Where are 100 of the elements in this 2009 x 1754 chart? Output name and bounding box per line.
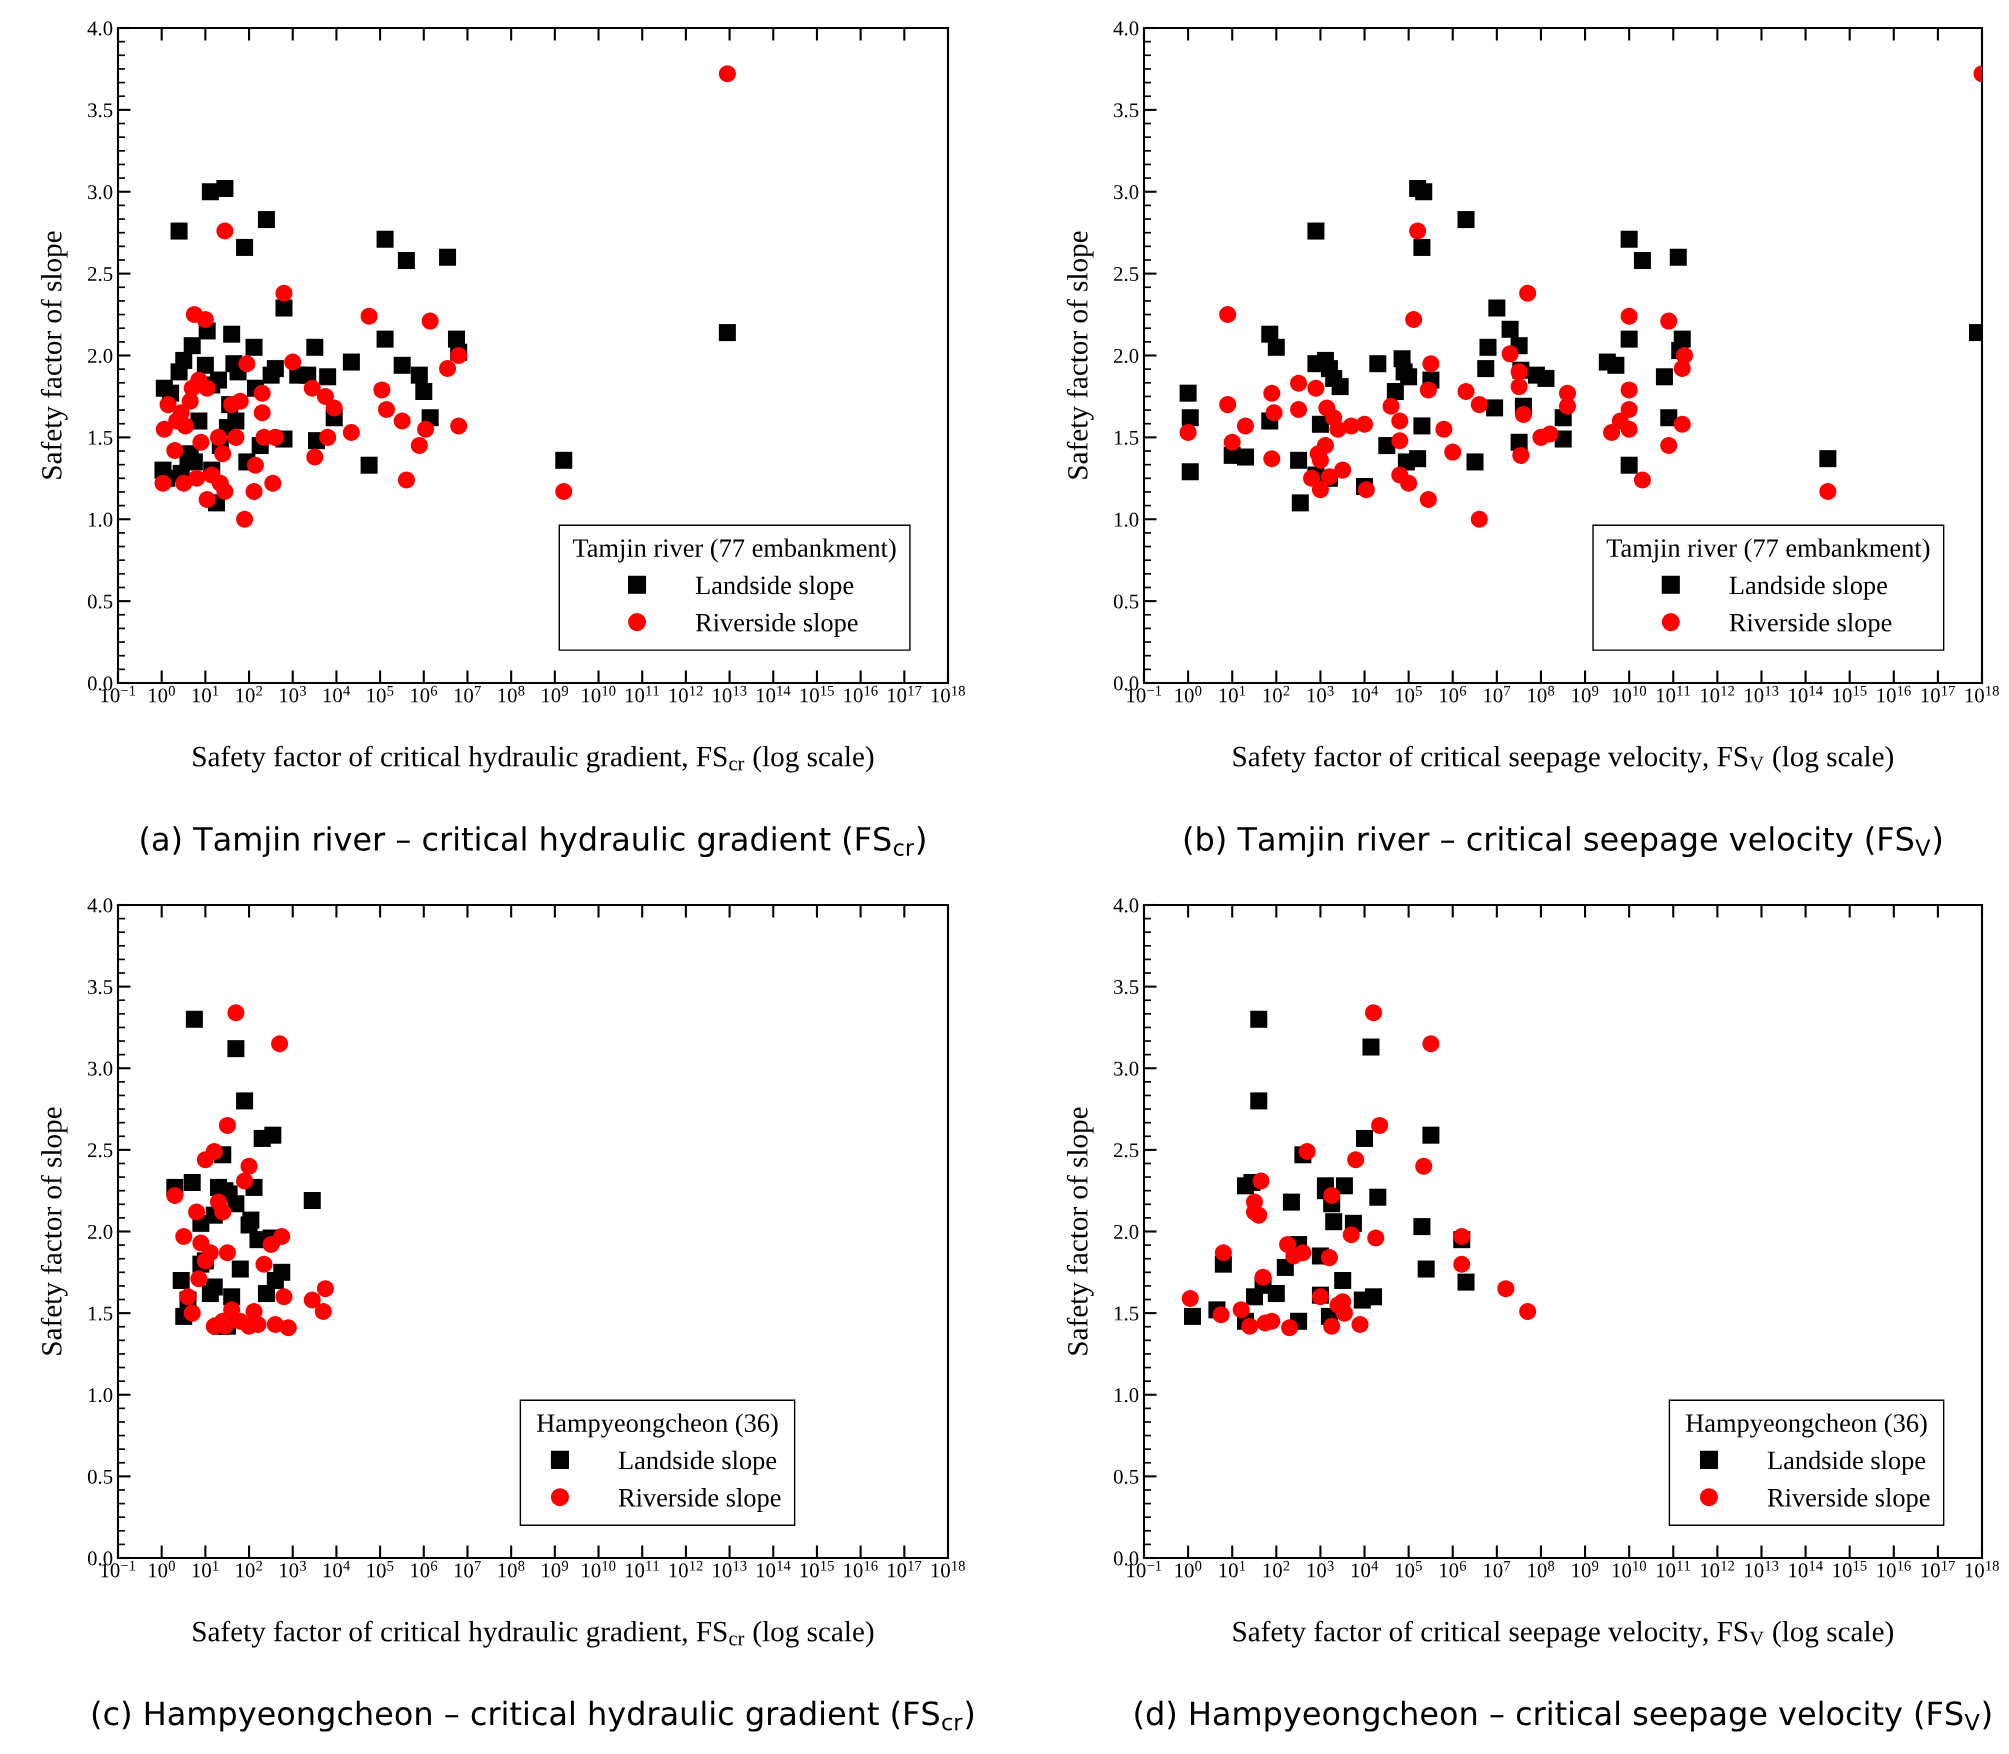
x-tick-label: 10$^{17}$	[1921, 1560, 1955, 1578]
y-axis-title: Safety factor of slope	[40, 231, 68, 479]
y-tick-label: 2.0	[88, 348, 113, 364]
x-tick-label: 10$^{8}$	[498, 685, 525, 703]
x-tick-label: 10$^{5}$	[367, 686, 394, 703]
legend-title: Hampyeongcheon (36)	[1686, 1413, 1927, 1438]
x-tick-label: 10$^{6}$	[411, 685, 438, 703]
y-tick-label: 4.0	[87, 21, 113, 36]
x-tick-label: 10$^{14}$	[1789, 1560, 1823, 1578]
legend-title: Tamjin river (77 embankment)	[572, 538, 896, 563]
y-tick-label: 2.0	[1114, 1224, 1139, 1240]
y-tick-label: 3.5	[1114, 980, 1139, 995]
x-tick-label: 10$^{7}$	[454, 686, 481, 703]
x-tick-label: 10$^{11}$	[1656, 1560, 1690, 1578]
x-tick-label: 10$^{5}$	[1395, 686, 1422, 703]
y-tick-label: 2.0	[88, 1224, 113, 1240]
legend-label: Riverside slope	[618, 1488, 781, 1513]
x-tick-label: 10$^{7}$	[454, 1561, 481, 1578]
x-tick-label: 10$^{18}$	[931, 685, 965, 703]
x-tick-label: 10$^{1}$	[1219, 685, 1246, 703]
x-tick-label: 10$^{18}$	[1965, 685, 1999, 703]
x-tick-label: 10$^{10}$	[582, 1560, 616, 1578]
y-tick-label: 4.0	[1113, 898, 1139, 913]
x-tick-label: 10$^{12}$	[1701, 685, 1735, 703]
x-tick-label: 10$^{13}$	[1745, 1560, 1779, 1578]
text: (a) Tamjin river – critical hydraulic gradient (FS$_{cr}$)	[141, 826, 925, 858]
y-tick-label: 3.0	[1114, 1061, 1139, 1076]
x-tick-label: 10$^{16}$	[844, 1560, 878, 1578]
legend-title: Tamjin river (77 embankment)	[1606, 538, 1930, 563]
x-tick-label: 10$^{16}$	[1877, 1560, 1911, 1578]
x-tick-label: 10$^{12}$	[1701, 1560, 1735, 1578]
x-tick-label: 10$^{9}$	[542, 685, 569, 703]
legend-label: Landside slope	[1767, 1450, 1926, 1475]
y-tick-label: 3.0	[88, 185, 113, 200]
x-tick-label: 10$^{11}$	[1656, 685, 1690, 703]
text: (c) Hampyeongcheon – critical hydraulic gradient (FS$_{cr}$)	[92, 1700, 974, 1732]
x-tick-label: 10$^{15}$	[1833, 1560, 1867, 1578]
x-tick-label: 10$^{17}$	[888, 1560, 922, 1578]
x-tick-label: 10$^{10}$	[1612, 685, 1647, 703]
x-tick-label: 10$^{3}$	[1307, 685, 1334, 703]
x-tick-label: 10$^{9}$	[1572, 1560, 1599, 1578]
legend-label: Landside slope	[1729, 575, 1887, 600]
y-tick-label: 1.5	[88, 1306, 113, 1321]
x-tick-label: 10$^{9}$	[1572, 685, 1599, 703]
y-tick-label: 4.0	[1113, 21, 1139, 36]
y-tick-label: 0.5	[87, 594, 113, 609]
legend-label: Riverside slope	[1729, 613, 1892, 637]
x-tick-label: 10$^{0}$	[149, 1560, 175, 1578]
x-tick-label: 10$^{8}$	[1528, 685, 1555, 703]
x-tick-label: 10$^{7}$	[1484, 686, 1511, 703]
x-tick-label: 10$^{13}$	[713, 685, 747, 703]
x-tick-label: 10$^{12}$	[669, 685, 703, 703]
x-tick-label: 10$^{3}$	[1307, 1560, 1334, 1578]
x-tick-label: 10$^{2}$	[1263, 1560, 1290, 1578]
x-tick-label: 10$^{4}$	[1351, 1560, 1379, 1578]
y-tick-label: 4.0	[87, 898, 113, 913]
x-tick-label: 10$^{8}$	[1528, 1560, 1555, 1578]
x-tick-label: 10$^{14}$	[756, 685, 791, 703]
x-tick-label: 10$^{11}$	[625, 685, 659, 703]
x-tick-label: 10$^{1}$	[1219, 1560, 1246, 1578]
y-tick-label: 3.0	[1114, 185, 1139, 200]
y-tick-label: 0.5	[1113, 594, 1139, 609]
y-tick-label: 2.5	[88, 1143, 113, 1158]
y-tick-label: 1.0	[88, 512, 113, 527]
y-tick-label: 1.0	[88, 1388, 113, 1403]
x-tick-label: 10$^{3}$	[280, 685, 306, 703]
x-tick-label: 10$^{17}$	[1921, 685, 1955, 703]
x-tick-label: 10$^{0}$	[1175, 685, 1202, 703]
x-tick-label: 10$^{9}$	[542, 1560, 569, 1578]
legend-label: Landside slope	[695, 575, 854, 600]
y-tick-label: 2.5	[1114, 1143, 1139, 1158]
y-tick-label: 0.5	[1113, 1469, 1139, 1484]
y-tick-label: 2.5	[88, 267, 113, 282]
x-tick-label: 10$^{6}$	[1440, 1560, 1467, 1578]
x-tick-label: 10$^{2}$	[236, 1560, 263, 1578]
x-tick-label: 10$^{14}$	[756, 1560, 791, 1578]
text: (d) Hampyeongcheon – critical seepage velocity (FS$_{V}$)	[1135, 1700, 1991, 1732]
y-tick-label: 3.5	[88, 103, 113, 118]
x-tick-label: 10$^{1}$	[192, 1560, 219, 1578]
x-tick-label: 10$^{7}$	[1484, 1561, 1511, 1578]
y-axis-title: Safety factor of slope	[1066, 231, 1094, 479]
x-tick-label: 10$^{10}$	[1612, 1560, 1647, 1578]
y-tick-label: 1.5	[1114, 430, 1139, 445]
legend-label: Riverside slope	[695, 613, 858, 637]
y-axis-title: Safety factor of slope	[40, 1107, 68, 1355]
x-tick-label: 10$^{13}$	[713, 1560, 747, 1578]
x-tick-label: 10$^{5}$	[1395, 1561, 1422, 1578]
x-tick-label: 10$^{17}$	[888, 685, 922, 703]
x-tick-label: 10$^{16}$	[844, 685, 878, 703]
x-tick-label: 10$^{6}$	[1440, 685, 1467, 703]
text: (b) Tamjin river – critical seepage velocity (FS$_{V}$)	[1184, 826, 1942, 858]
x-axis-title: Safety factor of critical hydraulic gradient, FS$_{cr}$ (log scale)	[193, 745, 874, 773]
x-axis-title: Safety factor of critical seepage velocity, FS$_{V}$ (log scale)	[1233, 745, 1893, 773]
x-tick-label: 10$^{4}$	[323, 1560, 351, 1578]
x-tick-label: 10$^{0}$	[1175, 1560, 1202, 1578]
x-tick-label: 10$^{15}$	[800, 685, 834, 703]
y-tick-label: 1.5	[88, 430, 113, 445]
x-tick-label: 10$^{18}$	[931, 1560, 965, 1578]
x-axis-title: Safety factor of critical seepage velocity, FS$_{V}$ (log scale)	[1233, 1620, 1893, 1648]
y-tick-label: 1.0	[1114, 512, 1139, 527]
